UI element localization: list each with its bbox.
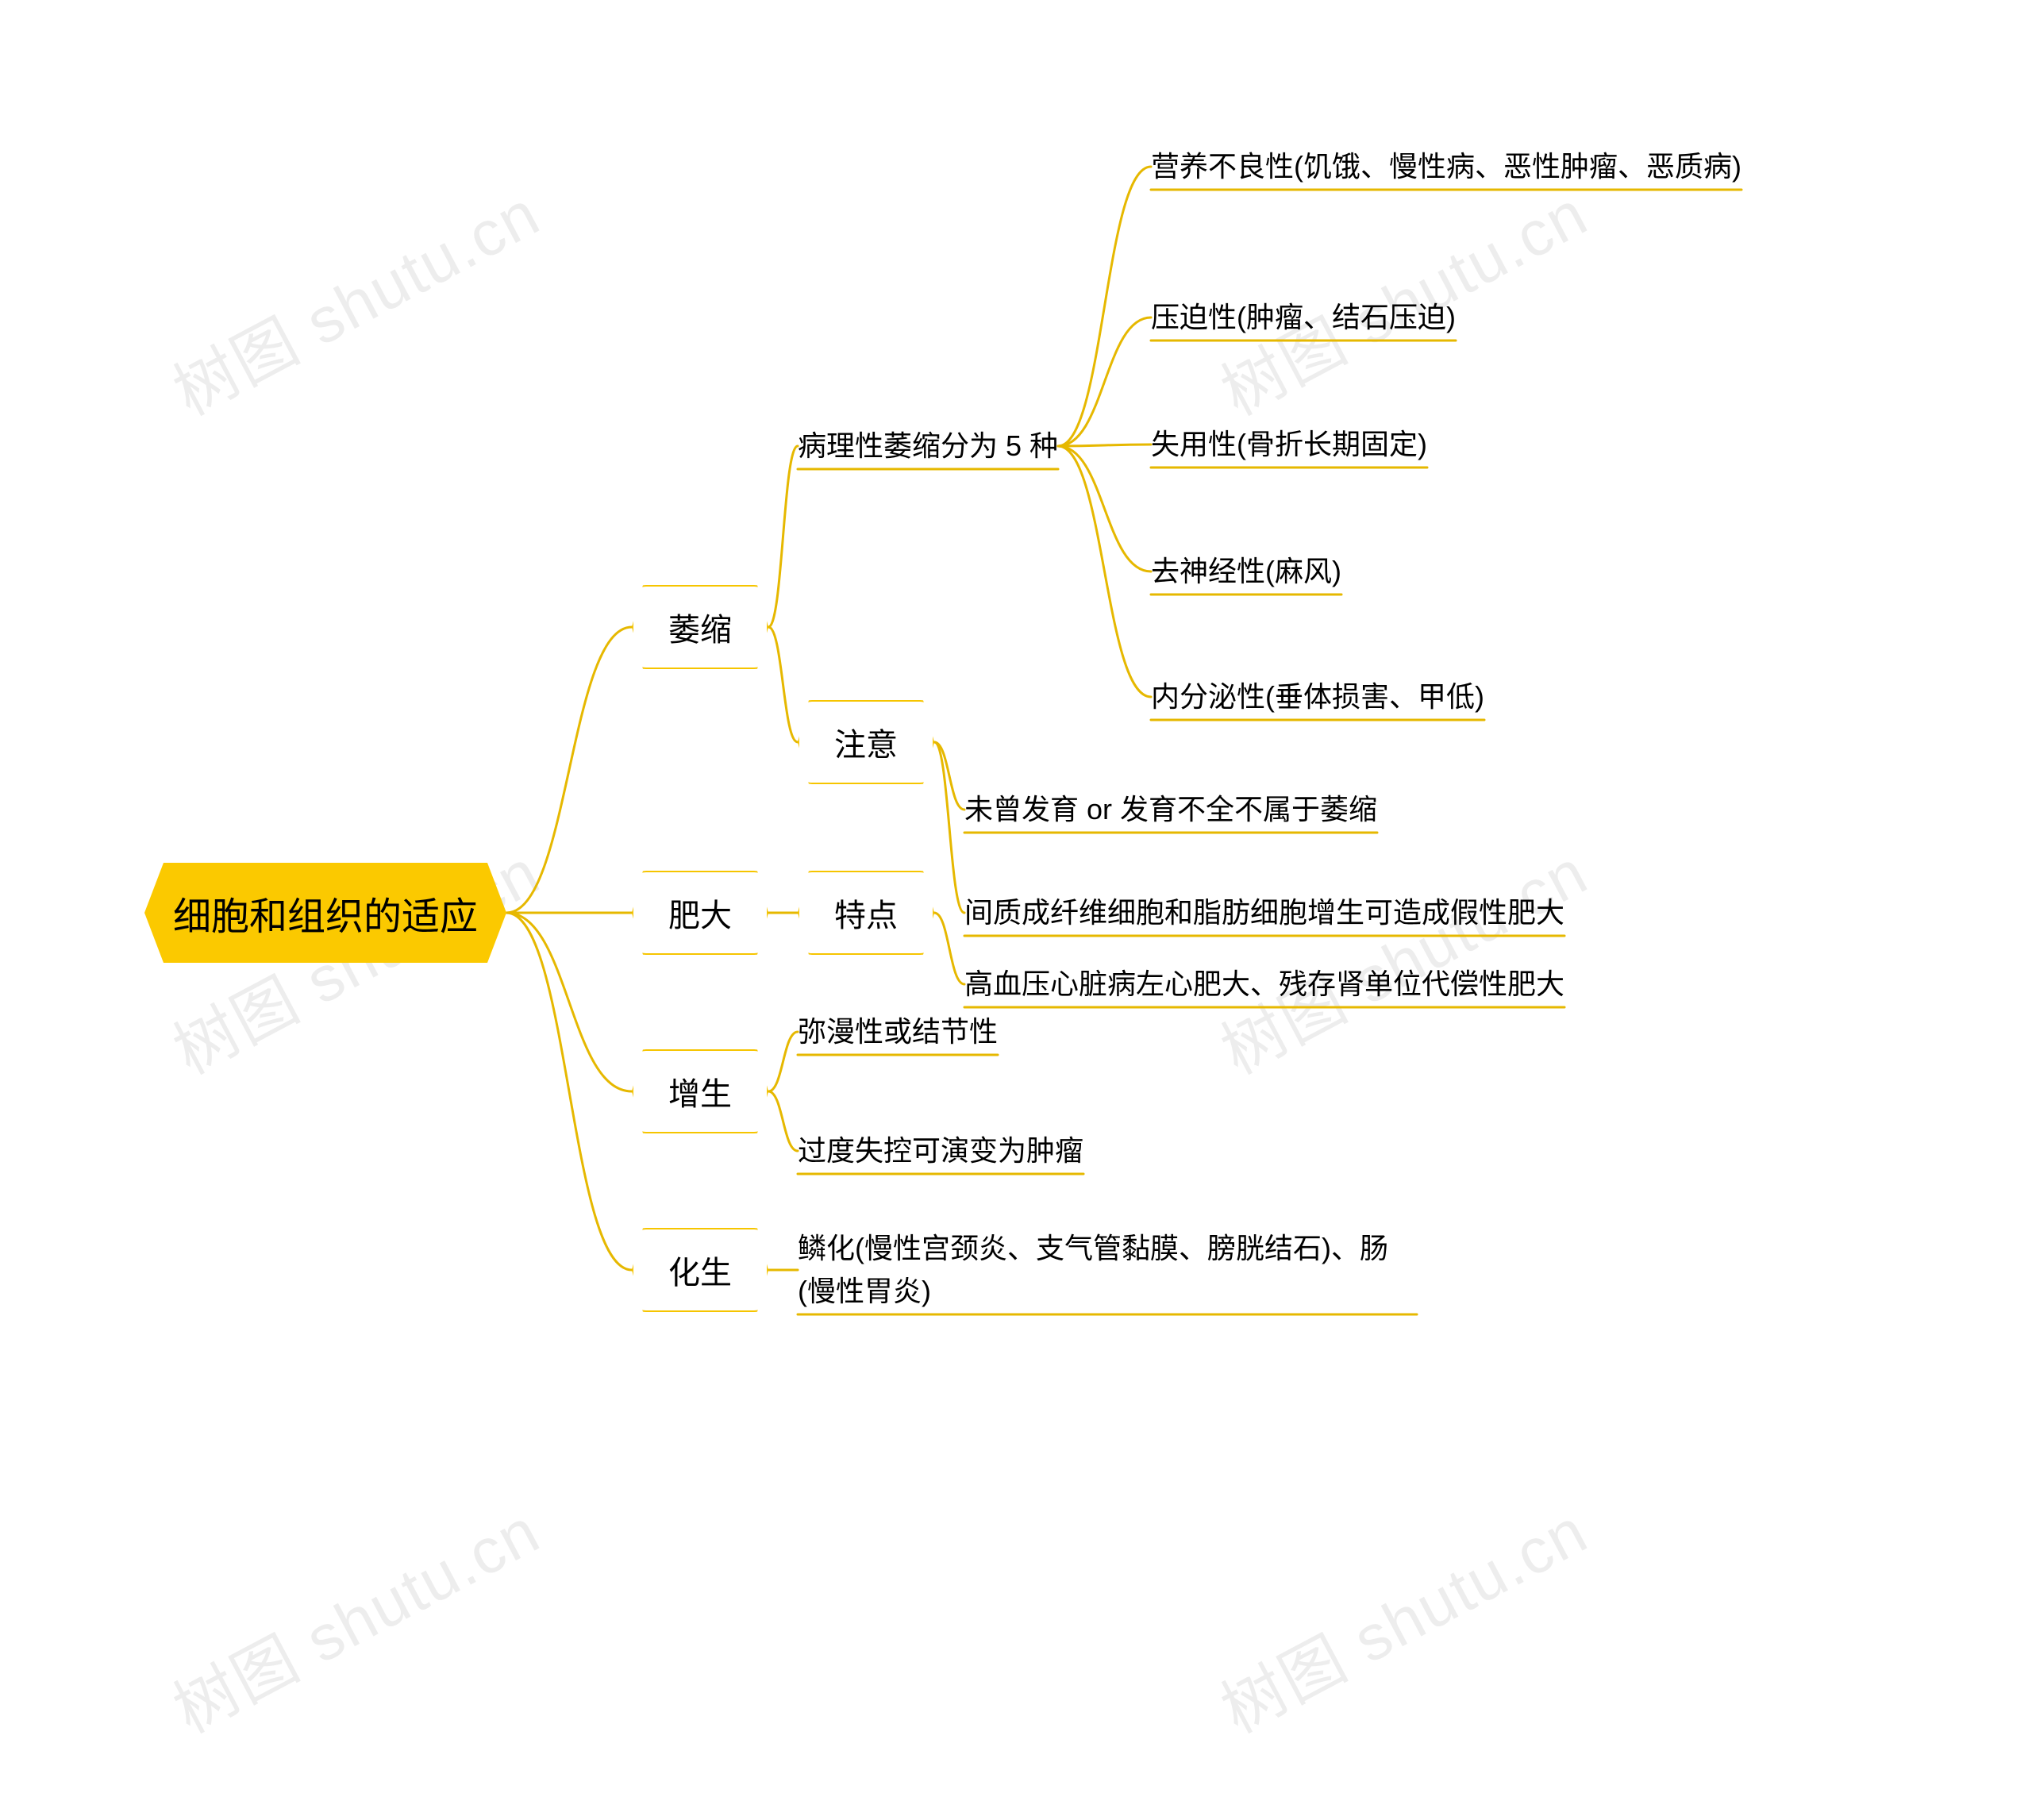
branch-node-hypertrophy: 肥大 [632,871,768,955]
connector [768,627,798,742]
leaf-node: 高血压心脏病左心肥大、残存肾单位代偿性肥大 [964,958,1564,1010]
leaf-node: 间质成纤维细胞和脂肪细胞增生可造成假性肥大 [964,887,1564,939]
connector [1058,317,1151,446]
connector [768,1032,798,1091]
branch-node-metaplasia: 化生 [632,1228,768,1312]
node-meta-1: 鳞化(慢性宫颈炎、支气管黏膜、膀胱结石)、肠(慢性胃炎) [798,1222,1417,1318]
connector [1058,167,1151,446]
watermark: 树图 shutu.cn [156,1481,554,1751]
connector [934,742,964,810]
branch-node-atrophy: 萎缩 [632,585,768,669]
root-node: 细胞和组织的适应 [144,863,506,963]
leaf-node: 营养不良性(饥饿、慢性病、恶性肿瘤、恶质病) [1151,140,1741,193]
connector [934,913,964,984]
watermark: 树图 shutu.cn [1203,1481,1602,1751]
connector [1058,446,1151,697]
node-plasia-1: 弥漫性或结节性 [798,1006,998,1058]
mindmap-canvas: 树图 shutu.cn 树图 shutu.cn 树图 shutu.cn 树图 shut… [0,0,2032,1820]
leaf-node: 去神经性(麻风) [1151,545,1341,598]
connector [506,913,632,1091]
branch-node-hyperplasia: 增生 [632,1049,768,1133]
connector [768,1091,798,1151]
connector [934,742,964,913]
watermark: 树图 shutu.cn [156,164,554,433]
leaf-node: 内分泌性(垂体损害、甲低) [1151,671,1484,723]
connector [768,446,798,627]
watermark: 树图 shutu.cn [1203,822,1602,1092]
connector [1058,444,1151,446]
connector [506,627,632,913]
node-atrophy-5types: 病理性萎缩分为 5 种 [798,420,1058,472]
node-hyper-feat: 特点 [798,871,934,955]
node-atrophy-note: 注意 [798,700,934,784]
leaf-node: 压迫性(肿瘤、结石压迫) [1151,291,1456,344]
leaf-node: 未曾发育 or 发育不全不属于萎缩 [964,783,1377,836]
connector [506,913,632,1270]
root-label: 细胞和组织的适应 [173,896,478,938]
node-plasia-2: 过度失控可演变为肿瘤 [798,1125,1083,1177]
connector [1058,446,1151,571]
leaf-node: 失用性(骨折长期固定) [1151,418,1427,471]
